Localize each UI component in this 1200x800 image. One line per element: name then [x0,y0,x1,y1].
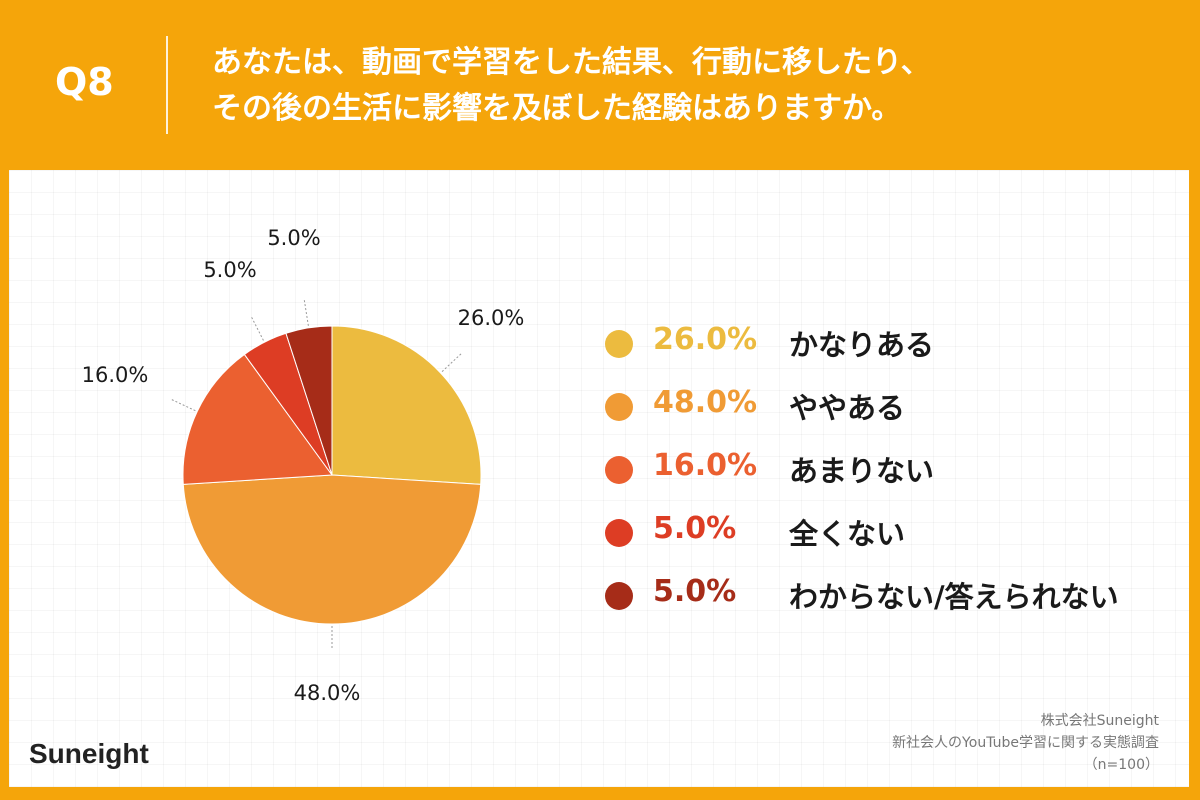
legend-label: ややある [789,391,906,425]
data-label-4: 5.0% [267,226,320,250]
data-label-3: 5.0% [203,258,256,282]
question-header: Q8 あなたは、動画で学習をした結果、行動に移したり、 その後の生活に影響を及ぼ… [0,0,1200,170]
pie-slice-4 [285,325,333,476]
leader-line-2 [169,398,196,412]
legend-value: 5.0% [653,574,737,609]
leader-line-0 [441,352,463,372]
legend-label: わからない/答えられない [789,580,1119,614]
legend-label: あまりない [789,454,935,488]
question-number: Q8 [55,60,114,104]
legend-dot-icon [605,519,633,547]
question-line-1: あなたは、動画で学習をした結果、行動に移したり、 [212,45,931,80]
legend-label: 全くない [789,517,906,551]
leader-line-3 [250,315,264,341]
legend-dot-icon [605,330,633,358]
source-survey: 新社会人のYouTube学習に関する実態調査 [892,735,1159,751]
leader-line-4 [303,298,309,326]
chart-panel: 26.0% 48.0% 16.0% 5.0% 5.0% 26.0% かなりある 48.0% や… [9,170,1189,787]
pie-slice-1 [182,474,482,625]
legend-value: 5.0% [653,511,737,546]
legend-dot-icon [605,456,633,484]
legend-label: かなりある [789,328,935,362]
legend-dot-icon [605,393,633,421]
sample-size: （n=100） [1083,757,1159,773]
brand-logo: Suneight [29,738,149,769]
header-divider [166,36,168,134]
legend-dot-icon [605,582,633,610]
legend-value: 48.0% [653,385,758,420]
legend-value: 26.0% [653,322,758,357]
pie-slice-2 [182,353,333,485]
source-company: 株式会社Suneight [1040,713,1159,729]
data-label-0: 26.0% [458,306,525,330]
question-text: あなたは、動画で学習をした結果、行動に移したり、 その後の生活に影響を及ぼした経… [212,40,931,132]
data-label-1: 48.0% [294,681,361,705]
pie-slice-0 [331,325,482,485]
question-line-2: その後の生活に影響を及ぼした経験はありますか。 [212,91,902,126]
pie-chart: 26.0% 48.0% 16.0% 5.0% 5.0% [82,226,525,705]
legend-value: 16.0% [653,448,758,483]
source-note: 株式会社Suneight 新社会人のYouTube学習に関する実態調査 （n=1… [892,710,1159,776]
data-label-2: 16.0% [82,363,149,387]
